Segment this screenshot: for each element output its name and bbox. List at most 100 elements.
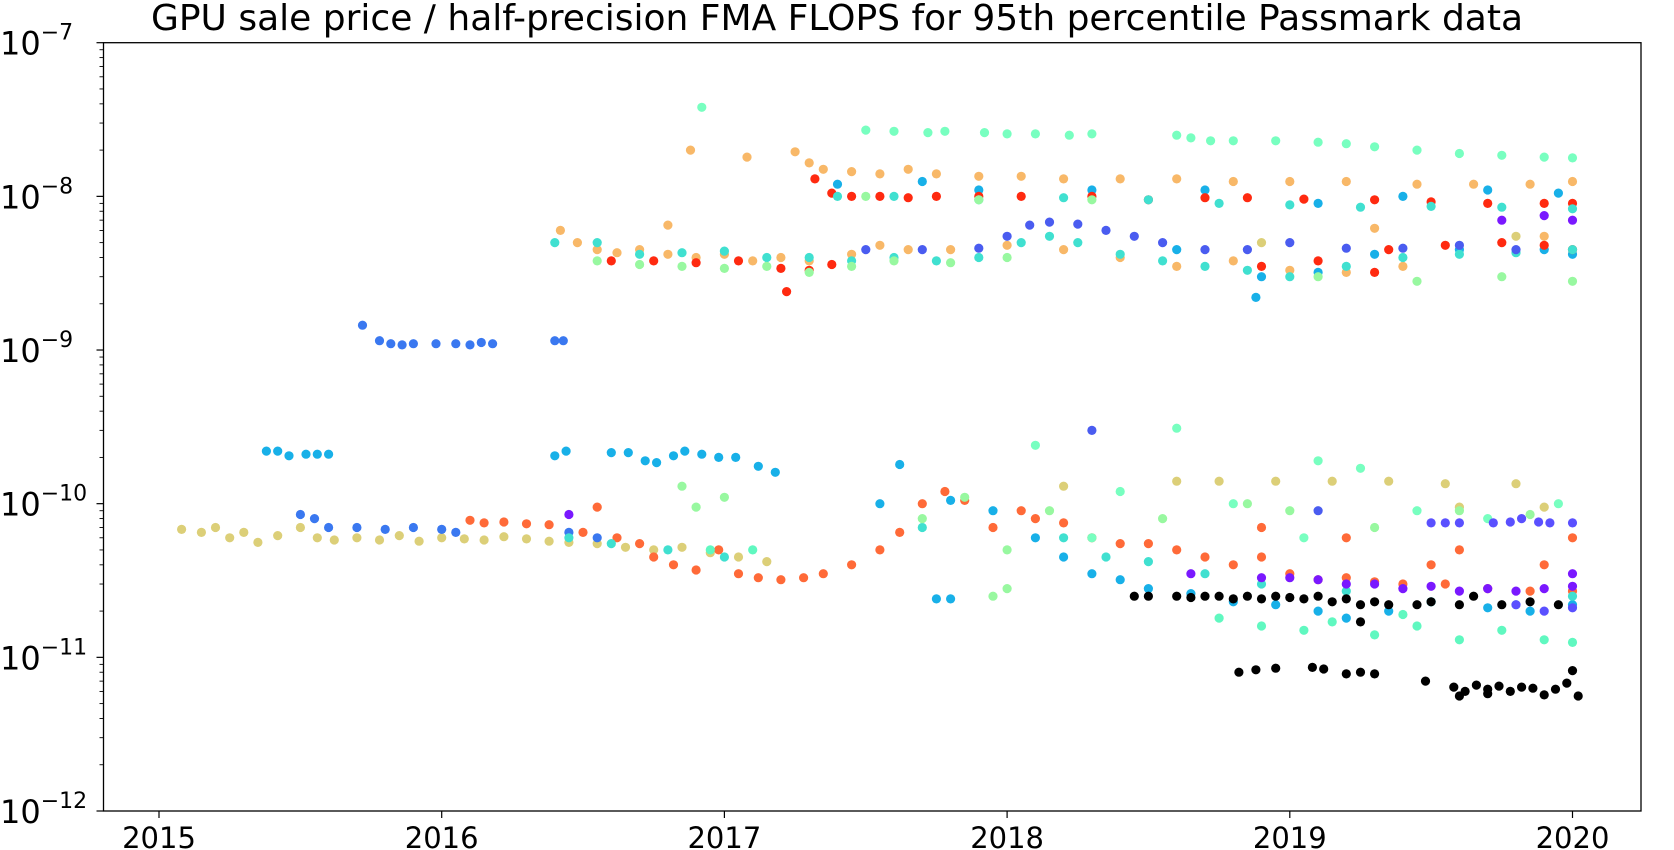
data-point: [295, 509, 305, 520]
data-point: [1539, 240, 1549, 250]
data-point: [1256, 272, 1267, 282]
data-point: [782, 287, 792, 297]
data-point: [1412, 179, 1422, 189]
data-point: [1370, 579, 1380, 589]
data-point: [1398, 252, 1408, 263]
data-point: [776, 263, 786, 273]
data-point: [1172, 476, 1182, 486]
data-point: [1440, 479, 1450, 489]
y-tick-label: 10−10: [0, 482, 87, 524]
data-point: [1313, 198, 1323, 208]
data-point: [1370, 223, 1380, 233]
data-point: [1200, 552, 1210, 562]
data-point: [1115, 539, 1125, 549]
data-point: [1242, 591, 1252, 601]
data-point: [1341, 669, 1351, 679]
data-point: [261, 446, 271, 456]
data-point: [1567, 637, 1578, 648]
data-point: [1539, 211, 1549, 221]
data-point: [1539, 231, 1549, 241]
data-point: [1285, 176, 1295, 187]
data-point: [1426, 581, 1436, 591]
data-point: [1087, 129, 1097, 139]
data-point: [719, 263, 730, 273]
data-point: [1242, 245, 1252, 255]
data-point: [1271, 476, 1281, 486]
data-point: [1355, 463, 1366, 473]
data-point: [324, 449, 334, 459]
data-point: [1525, 509, 1535, 520]
data-point: [386, 339, 396, 349]
data-point: [1497, 215, 1507, 225]
data-point: [875, 191, 885, 201]
data-point: [847, 560, 857, 570]
data-point: [1327, 597, 1337, 607]
data-point: [612, 533, 622, 543]
data-point: [1064, 130, 1074, 140]
data-point: [903, 164, 913, 174]
data-point: [903, 193, 913, 203]
data-point: [663, 220, 673, 230]
data-point: [488, 339, 498, 349]
data-point: [1115, 486, 1125, 497]
data-point: [1327, 617, 1337, 627]
data-point: [974, 185, 984, 195]
data-point: [1398, 243, 1408, 253]
data-point: [931, 169, 942, 179]
data-point: [697, 102, 707, 112]
data-point: [1454, 240, 1464, 250]
data-point: [762, 261, 772, 271]
data-point: [804, 252, 814, 263]
data-point: [1271, 600, 1281, 610]
data-point: [1172, 174, 1182, 184]
data-point: [875, 169, 885, 179]
data-point: [1553, 499, 1563, 509]
data-point: [394, 531, 404, 541]
data-point: [1412, 506, 1422, 516]
data-point: [1285, 238, 1295, 248]
data-point: [592, 238, 602, 248]
data-point: [1454, 635, 1464, 645]
data-point: [979, 128, 990, 138]
data-point: [606, 256, 616, 266]
data-point: [1025, 220, 1035, 230]
data-point: [1285, 200, 1295, 210]
data-point: [329, 535, 339, 545]
data-point: [578, 527, 588, 538]
data-point: [550, 238, 560, 248]
data-point: [1002, 240, 1012, 250]
data-point: [592, 502, 602, 512]
data-point: [649, 545, 659, 555]
y-tick-label: 10−7: [0, 21, 73, 63]
data-point: [1497, 150, 1507, 160]
data-point: [1285, 272, 1295, 282]
data-point: [1539, 152, 1549, 162]
data-point: [875, 240, 885, 250]
data-point: [733, 569, 744, 579]
data-point: [352, 522, 362, 533]
data-point: [1059, 518, 1069, 528]
data-point: [408, 522, 418, 533]
data-point: [1567, 666, 1578, 676]
data-point: [960, 492, 970, 502]
data-point: [1426, 518, 1436, 528]
data-point: [1073, 238, 1083, 248]
data-point: [762, 557, 772, 567]
data-point: [324, 522, 334, 533]
data-point: [1567, 569, 1578, 579]
data-point: [1228, 499, 1238, 509]
data-point: [408, 339, 418, 349]
data-point: [1016, 506, 1026, 516]
data-point: [451, 339, 461, 349]
data-point: [1256, 261, 1267, 271]
data-point: [827, 259, 837, 270]
data-point: [521, 519, 532, 529]
data-point: [762, 252, 772, 263]
data-point: [1497, 238, 1507, 248]
data-point: [1483, 603, 1493, 613]
data-point: [1158, 238, 1168, 248]
data-point: [742, 152, 752, 162]
data-point: [352, 533, 362, 543]
data-point: [1539, 198, 1549, 208]
data-point: [1313, 591, 1323, 601]
